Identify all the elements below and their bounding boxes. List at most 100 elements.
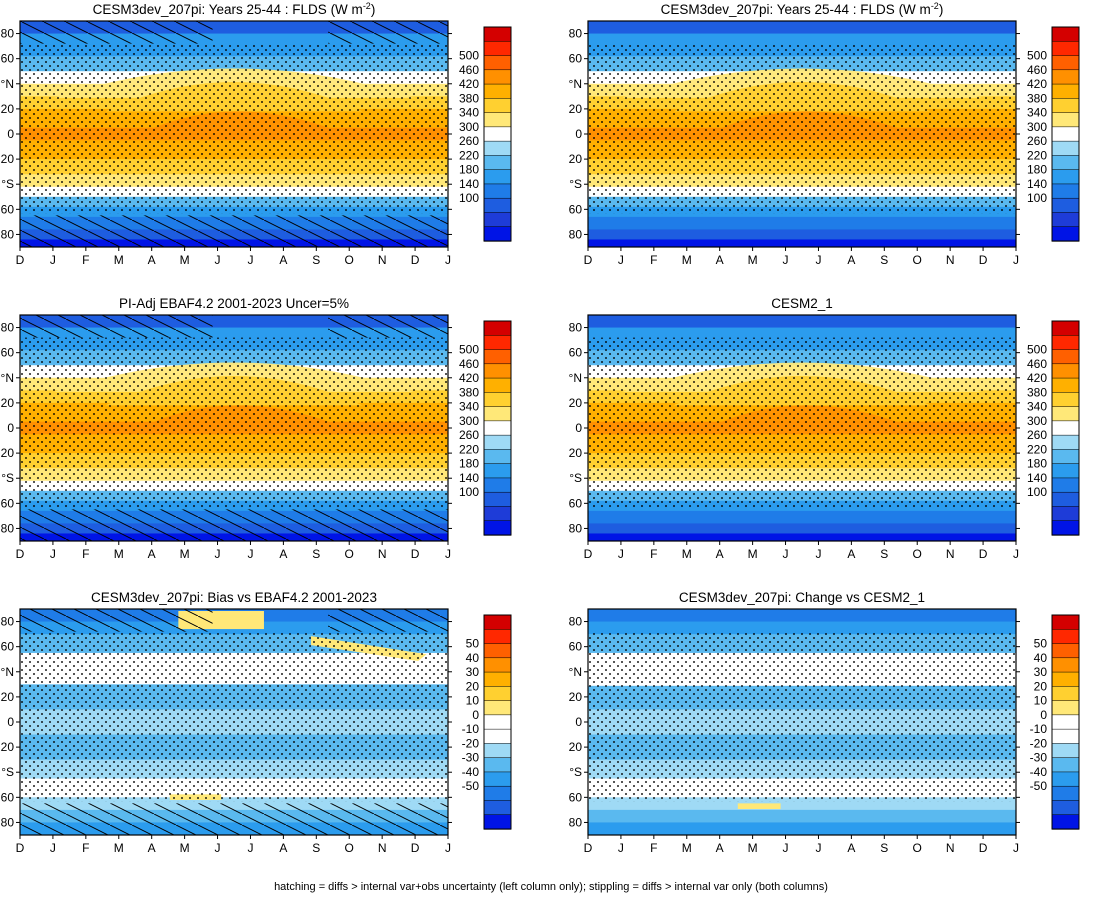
lat-tick-label: 20 <box>569 446 583 460</box>
colorbar-label: 500 <box>459 343 479 357</box>
colorbar-label: 50 <box>1034 637 1048 651</box>
hatching <box>20 21 213 44</box>
colorbar-label: 100 <box>459 191 479 205</box>
colorbar-cell <box>483 477 512 493</box>
colorbar-cell <box>1051 112 1080 128</box>
heatmap-band <box>588 229 1016 240</box>
month-tick-label: A <box>148 841 156 855</box>
month-tick-label: J <box>815 253 821 267</box>
colorbar-label: -30 <box>462 751 480 765</box>
heatmap-band <box>588 621 1016 635</box>
colorbar-cell <box>483 26 512 42</box>
colorbar-cell <box>483 212 512 228</box>
panel-title: CESM3dev_207pi: Years 25-44 : FLDS (W m-… <box>661 1 944 17</box>
colorbar-cell <box>483 506 512 522</box>
colorbar-label: 220 <box>1027 442 1047 456</box>
colorbar-cell <box>483 69 512 85</box>
colorbar-cell <box>1051 420 1080 436</box>
month-tick-label: D <box>411 841 420 855</box>
heatmap-band <box>588 822 1016 835</box>
lat-tick-label: 60 <box>569 346 583 360</box>
colorbar-cell <box>1051 728 1080 745</box>
colorbar-label: 180 <box>1027 163 1047 177</box>
month-tick-label: J <box>618 547 624 561</box>
colorbar-label: 460 <box>459 63 479 77</box>
positive-change-patch <box>737 803 781 810</box>
colorbar-label: 300 <box>459 414 479 428</box>
month-tick-label: A <box>279 547 287 561</box>
lat-tick-label: 0 <box>575 421 582 435</box>
colorbar-label: 420 <box>459 77 479 91</box>
lat-tick-label: 0 <box>7 715 14 729</box>
colorbar-cell <box>1051 814 1080 830</box>
month-tick-label: D <box>411 547 420 561</box>
month-tick-label: J <box>50 253 56 267</box>
colorbar-label: 500 <box>1027 343 1047 357</box>
colorbar-cell <box>1051 614 1080 630</box>
colorbar-cell <box>1051 69 1080 85</box>
colorbar-cell <box>1051 126 1080 142</box>
lat-tick-label: 0 <box>575 127 582 141</box>
stippling <box>588 43 1016 214</box>
month-tick-label: M <box>748 547 758 561</box>
month-tick-label: J <box>50 547 56 561</box>
lat-tick-label: 80 <box>1 615 15 629</box>
colorbar-cell <box>1051 643 1080 659</box>
colorbar-label: -10 <box>1030 722 1048 736</box>
colorbar-label: 180 <box>459 163 479 177</box>
lat-tick-label: 20 <box>569 102 583 116</box>
colorbar-cell <box>1051 41 1080 57</box>
colorbar-cell <box>1051 506 1080 522</box>
month-tick-label: J <box>445 841 451 855</box>
stippling <box>588 631 1016 802</box>
colorbar-label: 260 <box>1027 428 1047 442</box>
colorbar-cell <box>483 420 512 436</box>
lat-tick-label: 60 <box>1 346 15 360</box>
lat-tick-label: 80 <box>1 227 15 241</box>
month-tick-label: D <box>979 841 988 855</box>
month-tick-label: A <box>716 253 724 267</box>
month-tick-label: F <box>650 547 657 561</box>
month-tick-label: F <box>82 253 89 267</box>
month-tick-label: O <box>345 253 354 267</box>
colorbar-cell <box>483 520 512 536</box>
month-tick-label: J <box>783 253 789 267</box>
month-tick-label: J <box>445 253 451 267</box>
hatching <box>20 509 448 541</box>
colorbar-label: 10 <box>1034 694 1048 708</box>
colorbar-label: 220 <box>459 148 479 162</box>
month-tick-label: D <box>979 253 988 267</box>
colorbar-label: -40 <box>462 765 480 779</box>
colorbar-cell <box>483 671 512 687</box>
lat-tick-label: 0 <box>575 715 582 729</box>
colorbar-cell <box>483 491 512 508</box>
month-tick-label: J <box>618 841 624 855</box>
heatmap-band <box>588 239 1016 247</box>
lat-tick-label: 80 <box>569 615 583 629</box>
month-tick-label: J <box>783 547 789 561</box>
month-tick-label: M <box>114 547 124 561</box>
colorbar-label: 460 <box>1027 357 1047 371</box>
lat-tick-label: 60 <box>1 640 15 654</box>
colorbar-cell <box>1051 377 1080 393</box>
month-tick-label: O <box>913 547 922 561</box>
colorbar-cell <box>483 657 512 673</box>
month-tick-label: M <box>748 841 758 855</box>
month-tick-label: O <box>345 547 354 561</box>
colorbar-cell <box>483 155 512 171</box>
colorbar-cell <box>1051 212 1080 228</box>
colorbar-cell <box>483 785 512 802</box>
colorbar-label: 140 <box>1027 177 1047 191</box>
colorbar-label: 340 <box>459 400 479 414</box>
colorbar-cell <box>1051 335 1080 351</box>
heatmap-band <box>588 21 1016 35</box>
panel-title: CESM2_1 <box>771 296 833 311</box>
lat-tick-label: °S <box>569 765 582 779</box>
colorbar-label: 420 <box>459 371 479 385</box>
lat-tick-label: 20 <box>569 740 583 754</box>
colorbar-cell <box>1051 320 1080 336</box>
colorbar-cell <box>483 743 512 759</box>
colorbar-label: 30 <box>466 665 480 679</box>
